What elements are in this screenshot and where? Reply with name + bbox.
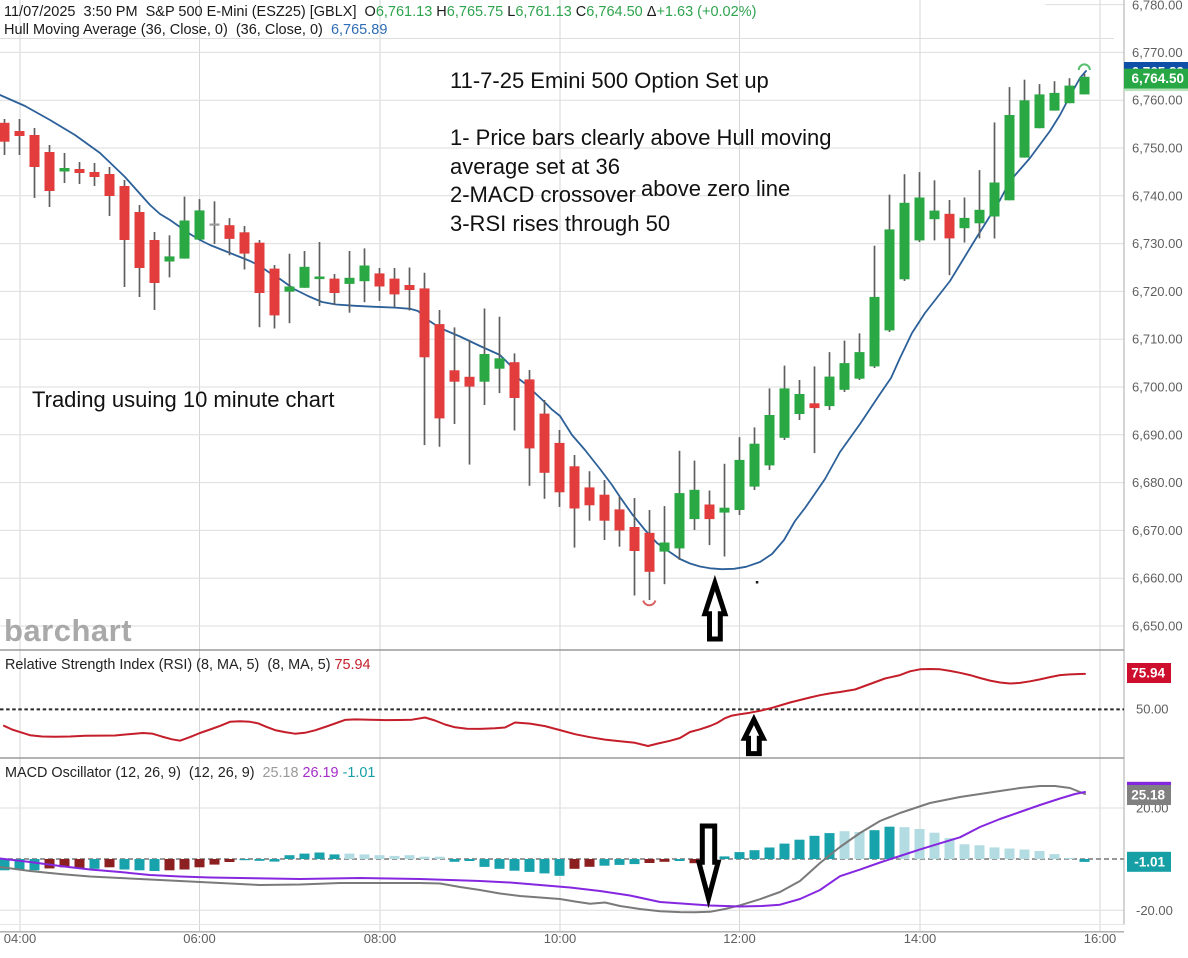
- svg-text:06:00: 06:00: [183, 931, 216, 946]
- svg-text:6,650.00: 6,650.00: [1132, 619, 1183, 634]
- svg-text:Hull Moving Average (36, Close: Hull Moving Average (36, Close, 0) (36, …: [4, 22, 387, 38]
- svg-text:25.18: 25.18: [1131, 788, 1165, 803]
- svg-text:3-RSI rises through 50: 3-RSI rises through 50: [450, 211, 670, 236]
- svg-text:6,760.00: 6,760.00: [1132, 93, 1183, 108]
- svg-text:6,710.00: 6,710.00: [1132, 332, 1183, 347]
- svg-text:above zero line: above zero line: [641, 176, 790, 201]
- svg-text:-1.01: -1.01: [1134, 854, 1165, 869]
- svg-text:-20.00: -20.00: [1136, 903, 1173, 918]
- svg-text:12:00: 12:00: [723, 931, 756, 946]
- svg-text:6,720.00: 6,720.00: [1132, 284, 1183, 299]
- svg-text:6,750.00: 6,750.00: [1132, 141, 1183, 156]
- svg-text:10:00: 10:00: [544, 931, 577, 946]
- svg-text:6,680.00: 6,680.00: [1132, 475, 1183, 490]
- svg-text:6,780.00: 6,780.00: [1132, 0, 1183, 13]
- svg-text:MACD Oscillator (12, 26, 9) (: MACD Oscillator (12, 26, 9) (12, 26, 9) …: [5, 765, 375, 781]
- svg-text:14:00: 14:00: [904, 931, 937, 946]
- svg-text:6,660.00: 6,660.00: [1132, 571, 1183, 586]
- svg-text:Trading usuing 10 minute chart: Trading usuing 10 minute chart: [32, 387, 334, 412]
- svg-text:04:00: 04:00: [4, 931, 37, 946]
- svg-text:6,770.00: 6,770.00: [1132, 45, 1183, 60]
- svg-text:6,690.00: 6,690.00: [1132, 427, 1183, 442]
- svg-text:50.00: 50.00: [1136, 702, 1169, 717]
- svg-text:75.94: 75.94: [1131, 666, 1165, 681]
- svg-text:Relative Strength Index (RSI): Relative Strength Index (RSI) (8, MA, 5)…: [5, 657, 371, 673]
- svg-text:average set at 36: average set at 36: [450, 154, 620, 179]
- svg-text:11-7-25 Emini 500 Option Set u: 11-7-25 Emini 500 Option Set up: [450, 68, 769, 93]
- svg-text:6,740.00: 6,740.00: [1132, 188, 1183, 203]
- svg-text:08:00: 08:00: [364, 931, 397, 946]
- svg-text:6,764.50: 6,764.50: [1131, 71, 1184, 86]
- svg-text:1- Price bars clearly above Hu: 1- Price bars clearly above Hull moving: [450, 125, 832, 150]
- svg-text:6,700.00: 6,700.00: [1132, 380, 1183, 395]
- svg-text:11/07/2025 3:50 PM S&P 500 E: 11/07/2025 3:50 PM S&P 500 E-Mini (ESZ25…: [4, 4, 756, 20]
- svg-text:6,730.00: 6,730.00: [1132, 236, 1183, 251]
- svg-text:16:00: 16:00: [1084, 931, 1117, 946]
- svg-text:2-MACD crossover: 2-MACD crossover: [450, 182, 636, 207]
- svg-text:barchart: barchart: [4, 613, 132, 648]
- svg-text:6,670.00: 6,670.00: [1132, 523, 1183, 538]
